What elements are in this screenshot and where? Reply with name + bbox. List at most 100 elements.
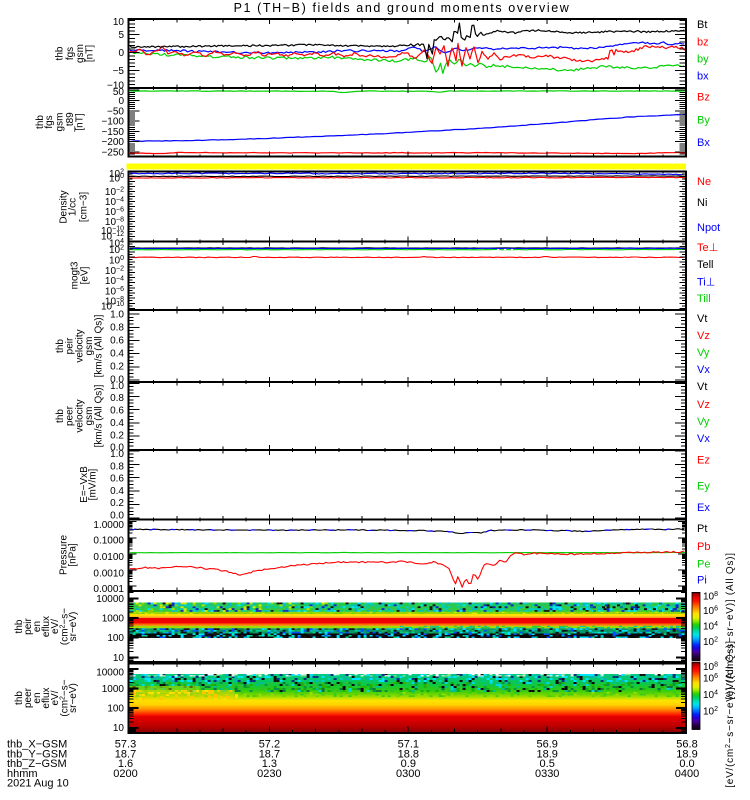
svg-text:_t89: _t89 [65, 112, 76, 133]
svg-text:0.2: 0.2 [110, 361, 124, 372]
svg-text:Pb: Pb [697, 541, 710, 553]
svg-text:0330: 0330 [535, 768, 559, 780]
svg-text:Pressure: Pressure [59, 535, 70, 575]
svg-text:50: 50 [113, 87, 125, 98]
svg-text:10: 10 [113, 653, 125, 664]
svg-text:0.0: 0.0 [110, 443, 124, 454]
svg-text:sr−eV): sr−eV) [68, 683, 79, 713]
svg-text:104: 104 [109, 238, 124, 250]
svg-text:Bx: Bx [697, 137, 710, 149]
svg-text:1.0: 1.0 [110, 310, 124, 321]
svg-text:gsm: gsm [84, 407, 95, 426]
svg-text:106: 106 [703, 605, 718, 617]
svg-text:fgs: fgs [44, 115, 55, 128]
svg-text:104: 104 [703, 690, 718, 702]
svg-text:thb: thb [55, 339, 66, 353]
svg-text:[cm−3]: [cm−3] [79, 192, 90, 223]
svg-text:100: 100 [107, 704, 124, 715]
svg-text:0.2: 0.2 [110, 430, 124, 441]
svg-text:102: 102 [703, 706, 718, 718]
svg-text:10000: 10000 [96, 594, 124, 605]
svg-text:fgs: fgs [65, 47, 76, 60]
svg-text:10−4: 10−4 [105, 276, 124, 288]
svg-text:18.9: 18.9 [536, 748, 557, 760]
svg-text:18.9: 18.9 [676, 748, 697, 760]
svg-text:57.2: 57.2 [259, 738, 280, 750]
svg-text:100: 100 [109, 255, 124, 267]
svg-text:0.0100: 0.0100 [93, 552, 124, 563]
svg-text:0300: 0300 [396, 768, 420, 780]
svg-text:10−6: 10−6 [105, 286, 124, 298]
svg-text:0.8: 0.8 [110, 323, 124, 334]
svg-text:[nT]: [nT] [74, 113, 85, 130]
svg-text:Vt: Vt [697, 313, 707, 325]
svg-text:eV/: eV/ [50, 690, 61, 705]
svg-text:0.0: 0.0 [110, 374, 124, 385]
svg-text:Bt: Bt [697, 19, 707, 31]
svg-text:102: 102 [109, 244, 124, 256]
svg-text:Density: Density [59, 190, 70, 223]
svg-text:[eV/(cm2−s−sr−eV)] (All Qs)]: [eV/(cm2−s−sr−eV)] (All Qs)] [725, 552, 736, 699]
svg-text:Vx: Vx [697, 433, 710, 445]
svg-text:0.4: 0.4 [110, 486, 124, 497]
svg-text:0.6: 0.6 [110, 474, 124, 485]
svg-text:eflux: eflux [41, 616, 52, 637]
svg-text:1000: 1000 [102, 614, 125, 625]
svg-text:0.8: 0.8 [110, 461, 124, 472]
svg-text:102: 102 [703, 636, 718, 648]
svg-text:0230: 0230 [257, 768, 281, 780]
svg-text:Ti⊥: Ti⊥ [697, 277, 715, 289]
svg-text:Npot: Npot [697, 222, 720, 234]
svg-text:5: 5 [118, 30, 124, 41]
svg-text:peir: peir [65, 337, 76, 354]
svg-text:Vz: Vz [697, 330, 710, 342]
svg-text:[km/s (All Qs)]: [km/s (All Qs)] [94, 314, 105, 377]
svg-text:Ni: Ni [697, 197, 707, 209]
svg-text:bz: bz [697, 37, 709, 49]
svg-text:Vy: Vy [697, 347, 710, 359]
svg-text:(cm2−s−: (cm2−s− [60, 608, 71, 645]
svg-text:1.0: 1.0 [110, 449, 124, 460]
svg-text:Vz: Vz [697, 399, 710, 411]
svg-text:thb: thb [14, 691, 25, 705]
svg-text:−5: −5 [113, 66, 125, 77]
svg-text:[nT]: [nT] [85, 45, 96, 62]
svg-text:1.0: 1.0 [110, 381, 124, 392]
svg-text:thb_X−GSM: thb_X−GSM [7, 738, 67, 750]
svg-text:10−10: 10−10 [101, 226, 124, 238]
svg-text:−100: −100 [101, 117, 124, 128]
svg-text:0.5: 0.5 [540, 758, 555, 770]
svg-text:en: en [32, 621, 43, 632]
svg-text:Ey: Ey [697, 481, 710, 493]
svg-text:thb_Y−GSM: thb_Y−GSM [7, 748, 67, 760]
svg-text:0.1000: 0.1000 [93, 536, 124, 547]
svg-text:0.4: 0.4 [110, 418, 124, 429]
svg-text:en: en [32, 692, 43, 703]
svg-text:100: 100 [107, 633, 124, 644]
svg-text:P1 (TH−B) fields and ground mo: P1 (TH−B) fields and ground moments over… [234, 1, 571, 15]
svg-text:0: 0 [118, 96, 124, 107]
svg-text:Pe: Pe [697, 559, 710, 571]
svg-text:−250: −250 [101, 147, 124, 158]
svg-text:bx: bx [697, 71, 709, 83]
svg-text:thb: thb [14, 619, 25, 633]
svg-text:peir: peir [23, 617, 34, 634]
svg-text:sr−eV): sr−eV) [68, 612, 79, 642]
svg-text:10−8: 10−8 [105, 217, 124, 229]
svg-text:2021 Aug 10: 2021 Aug 10 [7, 778, 69, 790]
svg-text:eV/: eV/ [50, 619, 61, 634]
svg-text:0.4: 0.4 [110, 348, 124, 359]
svg-text:eflux: eflux [41, 687, 52, 708]
svg-text:By: By [697, 115, 710, 127]
svg-text:57.1: 57.1 [398, 738, 419, 750]
svg-text:gsm: gsm [55, 113, 66, 132]
svg-text:E=−VxB: E=−VxB [79, 466, 90, 503]
svg-text:0.0: 0.0 [679, 758, 694, 770]
svg-text:thb: thb [55, 409, 66, 423]
svg-text:0400: 0400 [675, 768, 699, 780]
svg-text:18.8: 18.8 [398, 748, 419, 760]
svg-text:Vt: Vt [697, 381, 707, 393]
svg-text:gsm: gsm [84, 337, 95, 356]
svg-text:gsm: gsm [75, 44, 86, 63]
svg-text:Vy: Vy [697, 416, 710, 428]
